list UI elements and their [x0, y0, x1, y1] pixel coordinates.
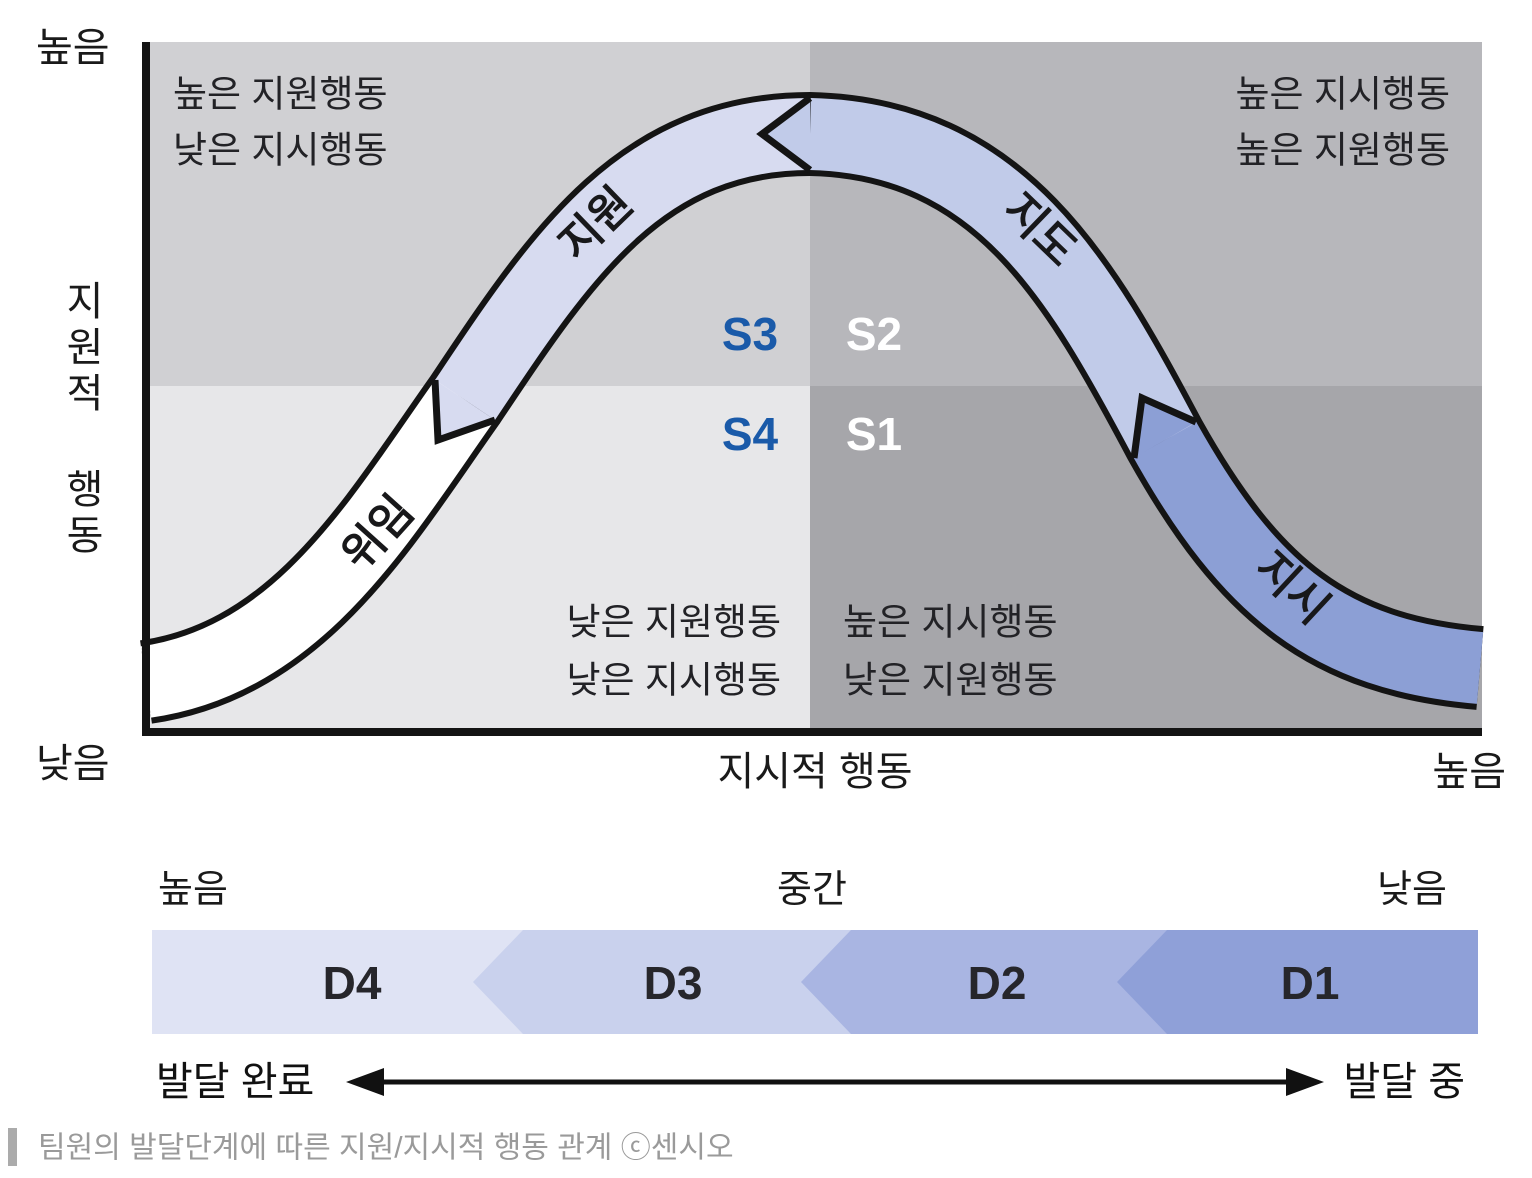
y-axis-title: 지원적 행동: [59, 280, 103, 560]
x-axis-title: 지시적 행동: [717, 750, 912, 794]
curve-segment-coaching: [808, 98, 1197, 457]
quadrant-bottom-right-line2: 낮은 지원행동: [843, 660, 1058, 701]
dev-scale-low-label: 낮음: [1377, 869, 1447, 911]
quadrant-bottom-left-line1: 낮은 지원행동: [566, 602, 781, 643]
chevron-tip-directing: [1134, 398, 1196, 458]
dev-level-d1-label: D1: [1281, 957, 1340, 1009]
dev-bar-segment-d2: [801, 930, 1167, 1034]
chevron-line-delegating-supporting: [431, 379, 497, 445]
dev-complete-label: 발달 완료: [156, 1060, 314, 1104]
dev-arrow-left-head-icon: [346, 1068, 384, 1096]
dev-in-progress-label: 발달 중: [1343, 1060, 1465, 1104]
quadrant-bottom-left-line2: 낮은 지시행동: [566, 660, 781, 701]
chevron-line-supporting-coaching: [756, 95, 813, 173]
y-axis-line: [142, 42, 150, 736]
dev-bar-segment-d4: [152, 930, 523, 1034]
chevron-tip-coaching: [762, 98, 810, 170]
dev-level-d3-label: D3: [644, 957, 703, 1009]
dev-scale-mid-label: 중간: [777, 869, 847, 911]
curve-segment-supporting: [435, 98, 811, 421]
y-axis-high-label: 높음: [36, 26, 110, 70]
dev-level-d2-label: D2: [968, 957, 1027, 1009]
x-axis-line: [142, 728, 1482, 736]
y-axis-low-label: 낮음: [36, 742, 110, 786]
quadrant-top-right-line2: 높은 지원행동: [1235, 130, 1450, 171]
dev-arrow-right-head-icon: [1286, 1068, 1324, 1096]
dev-bar-segment-d3: [473, 930, 851, 1034]
caption-text: 팀원의 발달단계에 따른 지원/지시적 행동 관계 ⓒ센시오: [38, 1132, 734, 1165]
caption-marker-bar: [8, 1128, 17, 1166]
curve-segment-directing: [1133, 422, 1484, 704]
style-label-s4: S4: [722, 408, 779, 460]
curve-segment-delegating: [140, 379, 495, 718]
quadrant-top-right-line1: 높은 지시행동: [1235, 74, 1450, 115]
style-label-s3: S3: [722, 308, 778, 360]
dev-bar-segment-d1: [1117, 930, 1478, 1034]
quadrant-bottom-right-line1: 높은 지시행동: [843, 602, 1058, 643]
style-label-s1: S1: [846, 408, 902, 460]
dev-level-d4-label: D4: [323, 957, 382, 1009]
chevron-line-coaching-directing: [1130, 392, 1198, 459]
style-label-s2: S2: [846, 308, 902, 360]
quadrant-top-left-line1: 높은 지원행동: [173, 74, 388, 115]
quadrant-top-left-line2: 낮은 지시행동: [173, 130, 388, 171]
dev-scale-high-label: 높음: [158, 869, 228, 911]
x-axis-high-label: 높음: [1432, 750, 1506, 794]
